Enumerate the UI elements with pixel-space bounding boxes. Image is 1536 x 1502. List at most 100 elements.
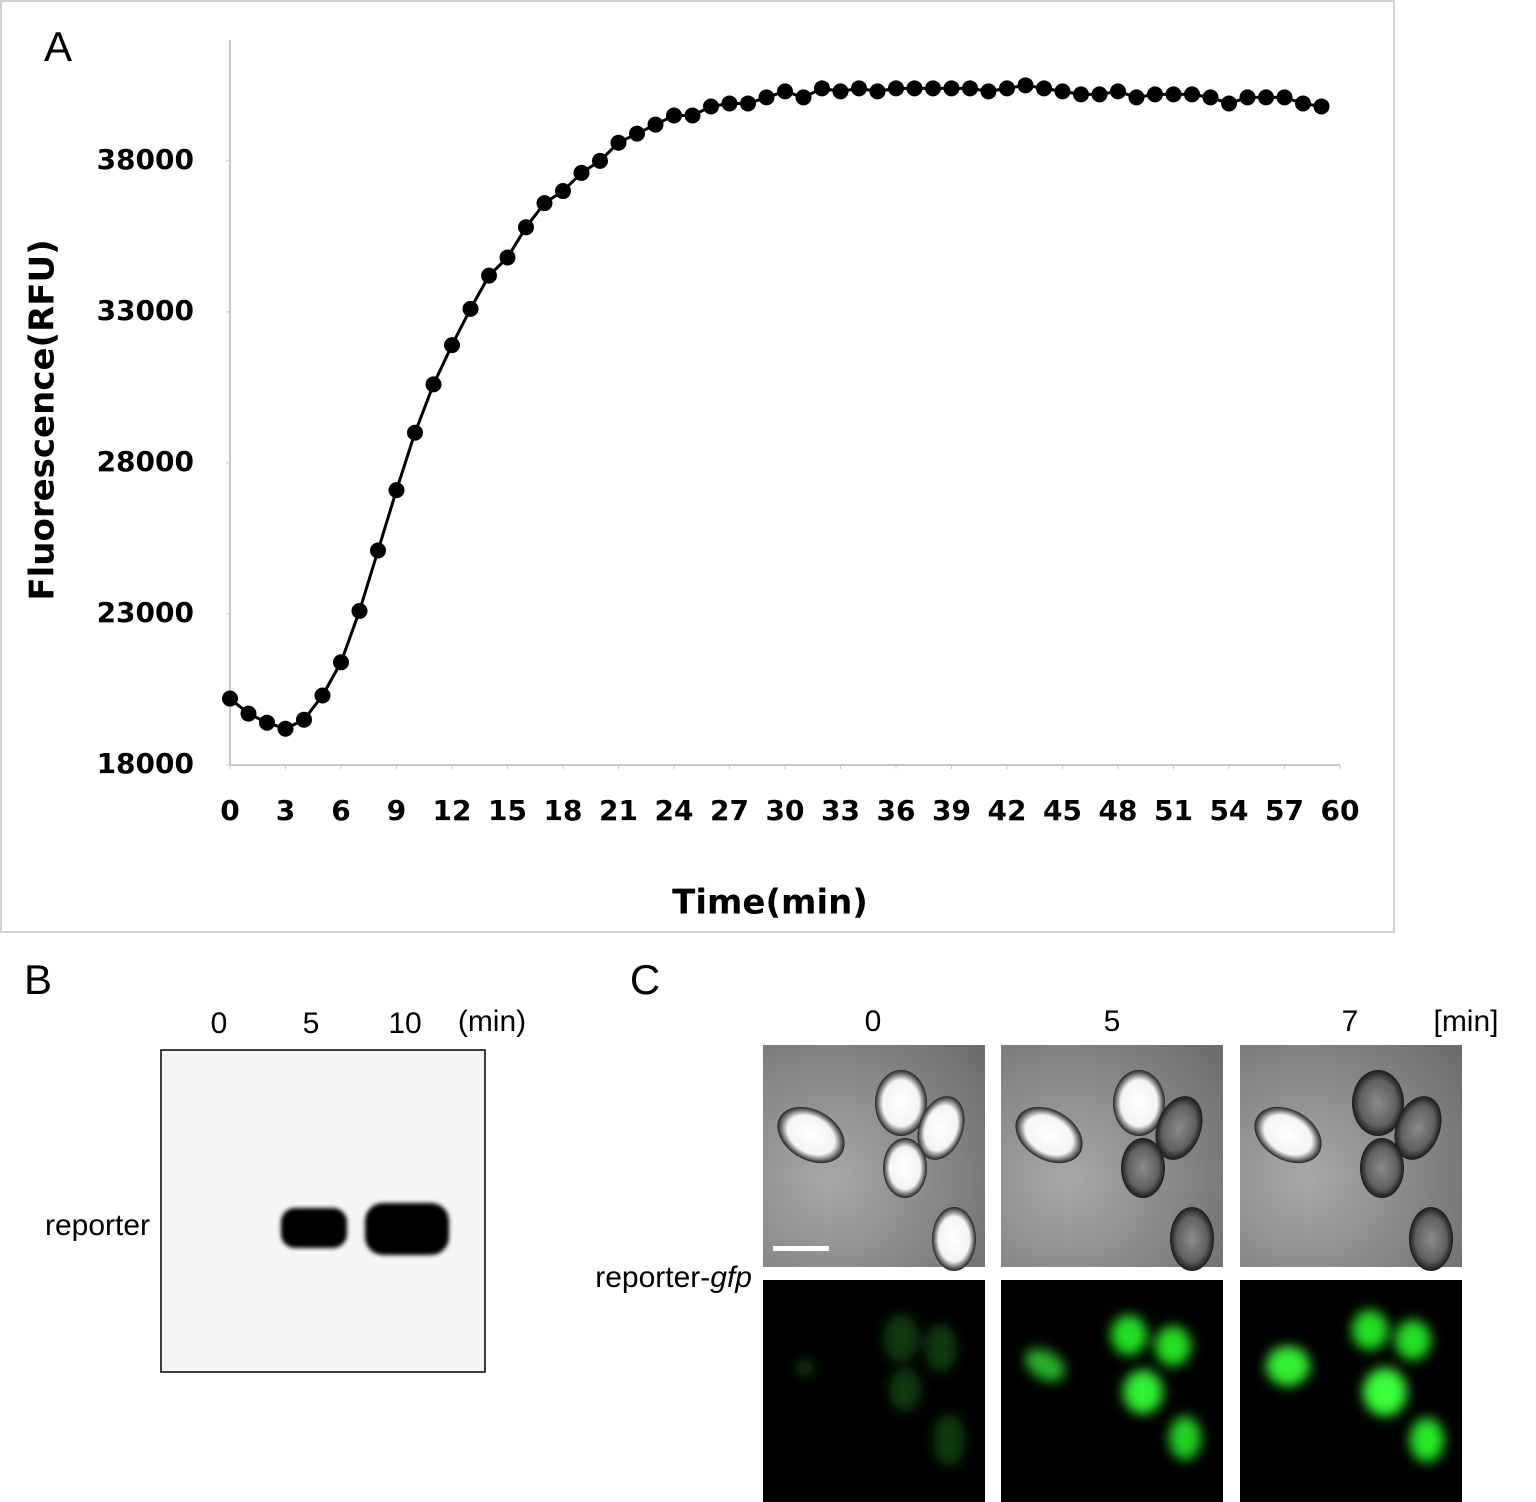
data-point bbox=[1165, 86, 1182, 103]
time-label: 5 bbox=[1104, 1005, 1121, 1038]
data-point bbox=[721, 95, 738, 112]
panel-frame bbox=[0, 0, 1395, 933]
x-tick-label: 9 bbox=[387, 794, 406, 827]
x-tick-label: 27 bbox=[710, 794, 749, 827]
data-point bbox=[610, 134, 627, 151]
data-point bbox=[962, 80, 978, 97]
data-point bbox=[629, 125, 645, 142]
x-tick-label: 21 bbox=[599, 794, 638, 827]
data-point bbox=[647, 116, 664, 133]
panel-label: A bbox=[44, 23, 72, 70]
data-point bbox=[592, 152, 608, 169]
data-point bbox=[1184, 86, 1200, 103]
data-point bbox=[314, 687, 331, 704]
data-point bbox=[444, 337, 460, 354]
data-point bbox=[999, 80, 1015, 97]
y-tick-label: 28000 bbox=[97, 445, 194, 478]
data-point bbox=[333, 654, 349, 671]
band bbox=[365, 1203, 449, 1255]
data-point bbox=[666, 107, 682, 124]
data-point bbox=[777, 83, 793, 100]
y-axis-title: Fluorescence(RFU) bbox=[23, 239, 63, 600]
data-point bbox=[703, 98, 719, 115]
data-point bbox=[573, 164, 590, 181]
data-point bbox=[518, 219, 534, 236]
fluorescence-image bbox=[1240, 1280, 1462, 1502]
x-tick-label: 42 bbox=[988, 794, 1027, 827]
y-tick-label: 33000 bbox=[97, 294, 194, 327]
x-tick-label: 24 bbox=[655, 794, 694, 827]
data-point bbox=[906, 80, 923, 97]
data-point bbox=[814, 80, 830, 97]
scale-bar bbox=[773, 1246, 829, 1251]
y-tick-label: 23000 bbox=[97, 596, 194, 629]
data-point bbox=[296, 711, 312, 728]
x-tick-label: 33 bbox=[821, 794, 860, 827]
panel-label: B bbox=[24, 956, 52, 1003]
data-point bbox=[240, 705, 257, 722]
data-point bbox=[740, 95, 756, 112]
x-tick-label: 18 bbox=[544, 794, 583, 827]
data-point bbox=[1295, 95, 1311, 112]
data-point bbox=[832, 83, 849, 100]
unit-label: [min] bbox=[1433, 1005, 1498, 1038]
data-point bbox=[222, 690, 238, 707]
data-point bbox=[1202, 89, 1219, 106]
data-point bbox=[1054, 83, 1071, 100]
data-point bbox=[1110, 83, 1126, 100]
data-point bbox=[499, 249, 516, 266]
data-point bbox=[1258, 89, 1274, 106]
data-point bbox=[943, 80, 960, 97]
x-tick-label: 51 bbox=[1154, 794, 1193, 827]
x-tick-label: 45 bbox=[1043, 794, 1082, 827]
data-point bbox=[795, 89, 812, 106]
data-point bbox=[555, 183, 571, 200]
fluorescence-image bbox=[1001, 1280, 1223, 1502]
time-label: 0 bbox=[865, 1005, 882, 1038]
data-point bbox=[259, 714, 275, 731]
y-tick-label: 38000 bbox=[97, 143, 194, 176]
x-tick-label: 6 bbox=[331, 794, 350, 827]
x-axis-title: Time(min) bbox=[672, 883, 868, 923]
data-point bbox=[1221, 95, 1237, 112]
band bbox=[281, 1208, 347, 1248]
row-label-gene: gfp bbox=[710, 1261, 752, 1294]
data-point bbox=[888, 80, 904, 97]
data-point bbox=[980, 83, 997, 100]
data-point bbox=[925, 80, 941, 97]
unit-label: (min) bbox=[458, 1005, 526, 1038]
lane-label: 0 bbox=[211, 1007, 228, 1040]
x-tick-label: 39 bbox=[932, 794, 971, 827]
x-tick-label: 36 bbox=[877, 794, 916, 827]
data-point bbox=[1239, 89, 1256, 106]
data-point bbox=[407, 424, 423, 441]
lane-label: 10 bbox=[388, 1007, 421, 1040]
data-point bbox=[370, 542, 386, 559]
data-point bbox=[1128, 89, 1145, 106]
x-tick-label: 60 bbox=[1321, 794, 1360, 827]
y-tick-label: 18000 bbox=[97, 747, 194, 780]
row-label: reporter-gfp bbox=[595, 1261, 752, 1294]
x-tick-label: 15 bbox=[488, 794, 527, 827]
data-point bbox=[481, 267, 497, 284]
data-point bbox=[1313, 98, 1330, 115]
x-tick-label: 30 bbox=[766, 794, 805, 827]
data-point bbox=[684, 107, 701, 124]
data-point bbox=[277, 720, 294, 737]
data-point bbox=[1276, 89, 1293, 106]
x-tick-label: 54 bbox=[1210, 794, 1249, 827]
band-label: reporter bbox=[45, 1209, 150, 1242]
brightfield-image bbox=[1001, 1045, 1223, 1271]
data-point bbox=[388, 482, 405, 499]
data-point bbox=[536, 195, 553, 212]
data-point bbox=[462, 300, 479, 317]
data-point bbox=[758, 89, 775, 106]
data-point bbox=[1036, 80, 1052, 97]
data-point bbox=[869, 83, 886, 100]
data-point bbox=[351, 602, 368, 619]
x-tick-label: 12 bbox=[433, 794, 472, 827]
data-point bbox=[1091, 86, 1108, 103]
fluorescence-image bbox=[763, 1280, 985, 1502]
